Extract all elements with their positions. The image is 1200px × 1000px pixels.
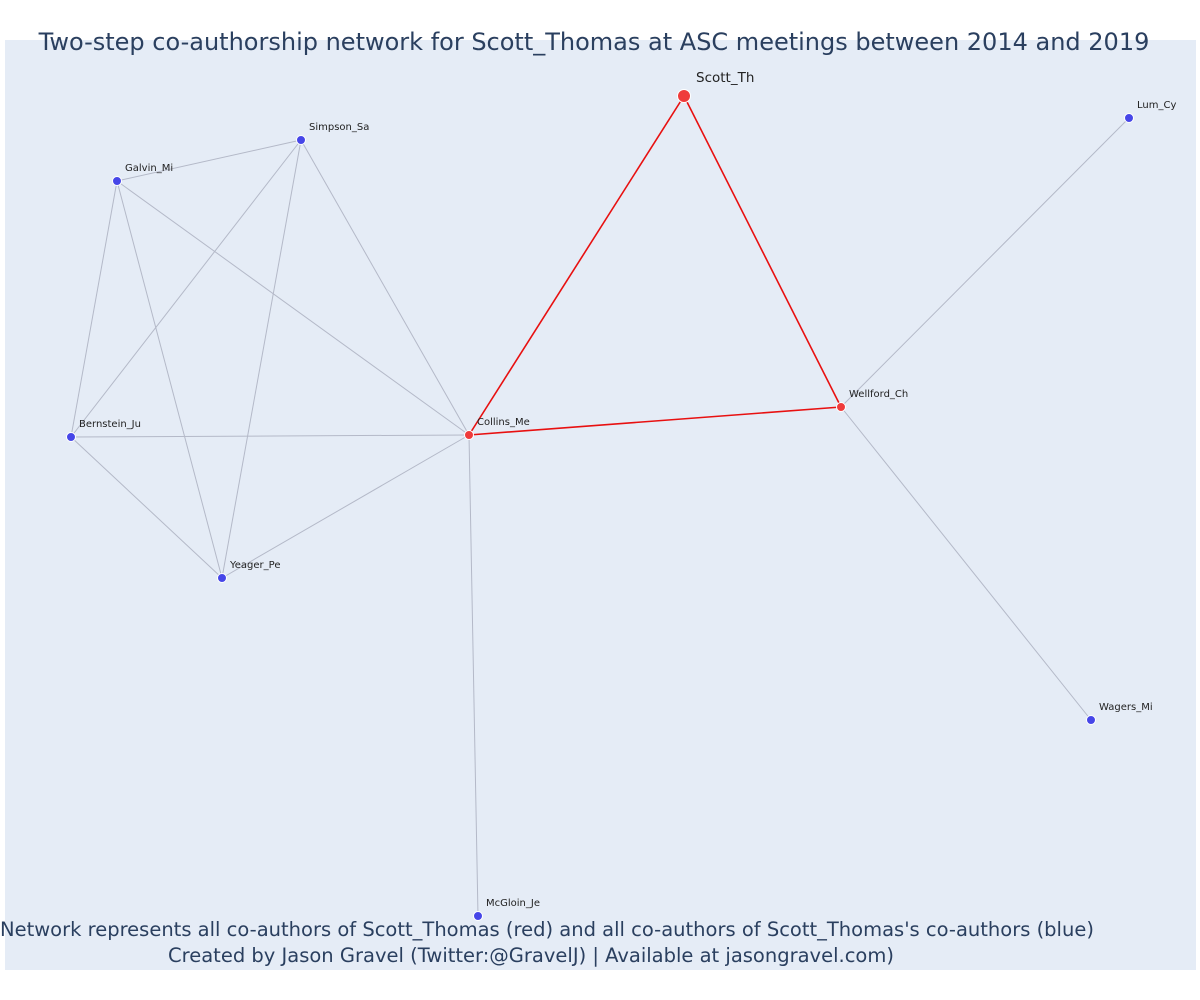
node-mcgloin[interactable] [473, 911, 483, 921]
node-wellford[interactable] [836, 402, 846, 412]
caption-line-2: Created by Jason Gravel (Twitter:@Gravel… [168, 944, 894, 967]
labels-layer: Scott_Th Collins_Me Wellford_Ch Simpson_Sa G… [79, 70, 1176, 909]
edge-wellford-lum [840, 117, 1130, 408]
edge-galvin-bernstein [70, 180, 118, 438]
edge-scott-collins [468, 95, 685, 436]
node-wagers[interactable] [1086, 715, 1096, 725]
node-collins[interactable] [464, 430, 474, 440]
node-yeager[interactable] [217, 573, 227, 583]
edge-bernstein-yeager [70, 436, 223, 579]
nodes-layer [66, 89, 1134, 921]
node-label-galvin: Galvin_Mi [125, 163, 173, 174]
edges-layer [70, 95, 1130, 917]
edge-collins-wellford [468, 406, 842, 436]
node-simpson[interactable] [296, 135, 306, 145]
edge-galvin-yeager [116, 180, 223, 579]
edge-yeager-collins [221, 434, 470, 579]
edge-scott-wellford [683, 95, 842, 408]
node-lum[interactable] [1124, 113, 1134, 123]
node-label-simpson: Simpson_Sa [309, 122, 369, 133]
node-galvin[interactable] [112, 176, 122, 186]
node-label-bernstein: Bernstein_Ju [79, 419, 141, 430]
edge-simpson-bernstein [70, 139, 302, 438]
edge-galvin-simpson [116, 139, 302, 182]
node-label-wagers: Wagers_Mi [1099, 702, 1153, 713]
chart-title: Two-step co-authorship network for Scott… [38, 28, 1150, 56]
edge-simpson-collins [300, 139, 470, 436]
node-bernstein[interactable] [66, 432, 76, 442]
node-label-yeager: Yeager_Pe [229, 560, 281, 571]
node-label-lum: Lum_Cy [1137, 100, 1176, 111]
node-label-scott: Scott_Th [696, 70, 754, 86]
caption-line-1: Network represents all co-authors of Sco… [0, 918, 1094, 941]
node-label-mcgloin: McGloin_Je [486, 898, 540, 909]
edge-collins-mcgloin [468, 434, 479, 917]
node-label-wellford: Wellford_Ch [849, 389, 908, 400]
node-scott[interactable] [677, 89, 691, 103]
plot-area [5, 40, 1196, 970]
edge-galvin-collins [116, 180, 470, 436]
node-label-collins: Collins_Me [477, 417, 530, 428]
edge-wellford-wagers [840, 406, 1092, 721]
edge-bernstein-collins [70, 434, 470, 438]
edge-simpson-yeager [221, 139, 302, 579]
